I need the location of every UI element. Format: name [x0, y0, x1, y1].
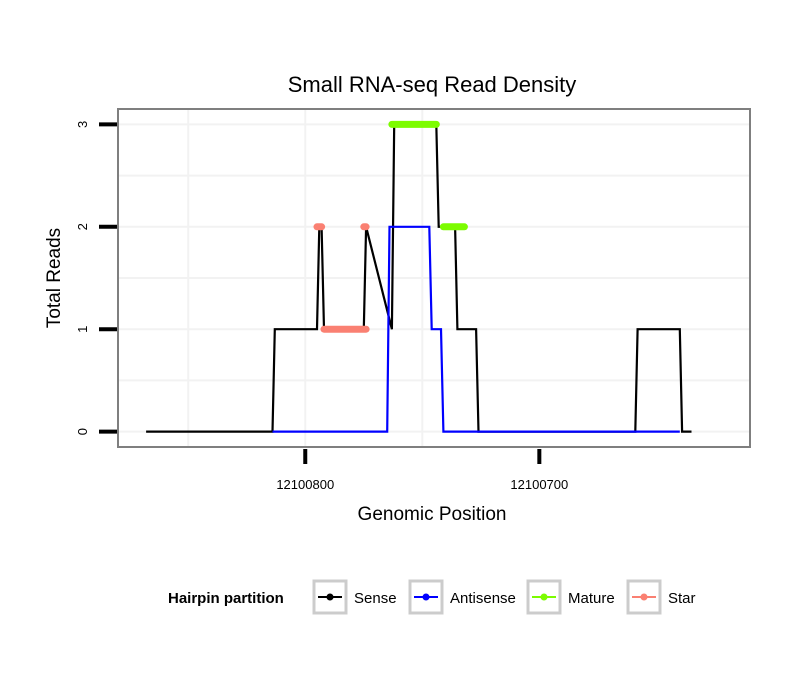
- legend-label-antisense: Antisense: [450, 590, 516, 607]
- y-axis-title: Total Reads: [44, 228, 65, 328]
- legend-label-star: Star: [668, 590, 696, 607]
- legend-key-dot: [422, 593, 430, 601]
- x-axis-title: Genomic Position: [358, 504, 507, 525]
- chart-title: Small RNA-seq Read Density: [288, 72, 577, 97]
- series-layer: [146, 120, 692, 433]
- y-axis: 0 1 2 3: [75, 121, 117, 435]
- y-tick-label: 0: [75, 428, 90, 435]
- plot-panel-border: [117, 108, 751, 448]
- legend: Hairpin partition Sense Antisense Mature St…: [168, 579, 696, 615]
- legend-label-sense: Sense: [354, 590, 397, 607]
- y-tick-label: 3: [75, 121, 90, 128]
- legend-label-mature: Mature: [568, 590, 615, 607]
- x-tick-label: 12100700: [510, 477, 568, 492]
- grid: [118, 109, 750, 447]
- y-tick-label: 1: [75, 326, 90, 333]
- x-axis: 12100800 12100700: [276, 449, 568, 492]
- series-line-antisense: [272, 225, 680, 433]
- legend-key-dot: [326, 593, 334, 601]
- legend-key-dot: [540, 593, 548, 601]
- legend-key-dot: [640, 593, 648, 601]
- x-tick-label: 12100800: [276, 477, 334, 492]
- y-tick-label: 2: [75, 223, 90, 230]
- legend-title: Hairpin partition: [168, 590, 284, 607]
